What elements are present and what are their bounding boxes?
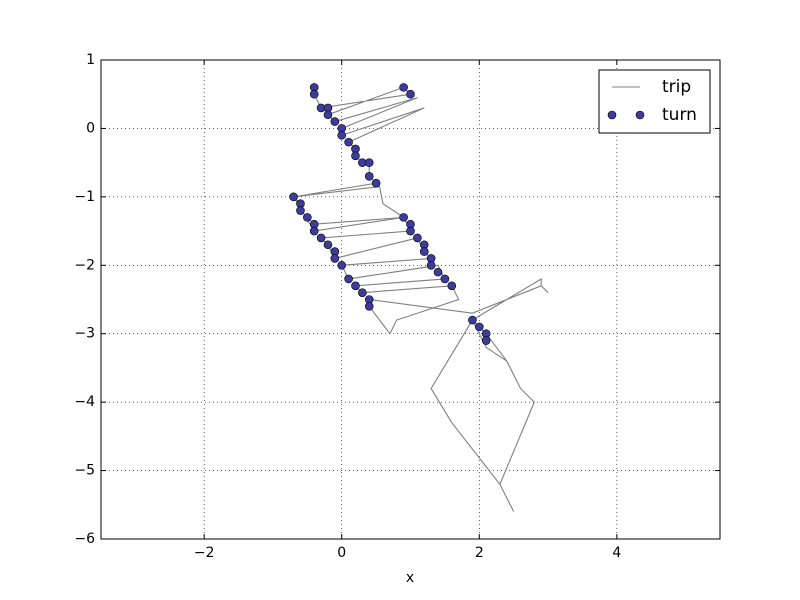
turn-marker (351, 151, 360, 161)
turn-marker (426, 260, 436, 270)
legend-marker (607, 110, 617, 120)
legend-marker (635, 110, 645, 120)
turn-marker (474, 322, 484, 332)
x-tick-label: 2 (475, 545, 484, 561)
turn-marker (316, 233, 326, 243)
turn-marker (481, 336, 491, 345)
y-tick-label: −6 (74, 531, 95, 547)
turn-marker (351, 281, 360, 291)
y-tick-label: −5 (74, 463, 95, 479)
turn-marker (344, 137, 353, 147)
turn-marker (406, 89, 415, 99)
turn-marker (433, 267, 443, 277)
turn-marker (364, 172, 374, 181)
turn-marker (309, 89, 319, 99)
y-tick-label: −4 (74, 394, 95, 410)
x-axis-label: x (406, 570, 414, 586)
plot-area (289, 83, 549, 512)
turn-marker (303, 213, 312, 222)
turn-marker (323, 240, 333, 250)
turn-marker (399, 83, 408, 92)
turn-marker (296, 206, 305, 215)
y-tick-label: 1 (86, 52, 95, 68)
turn-marker (413, 233, 422, 243)
turn-marker (309, 226, 319, 236)
turn-marker (371, 178, 381, 188)
turn-marker (364, 158, 374, 167)
axes-frame (100, 59, 721, 540)
turn-marker (440, 274, 450, 284)
legend-label: turn (662, 105, 697, 125)
ticks: −2 0 2 4 1 0 −1 −2 −3 −4 −5 −6 (74, 52, 720, 561)
turn-marker (447, 281, 457, 291)
turn-marker (330, 117, 340, 126)
turn-marker (344, 274, 353, 284)
x-tick-label: 4 (612, 545, 621, 561)
turn-marker (419, 247, 429, 256)
turn-marker (330, 254, 340, 263)
turn-marker (468, 315, 477, 325)
y-tick-label: −2 (74, 257, 95, 273)
y-tick-label: −3 (74, 326, 95, 342)
legend-box (598, 69, 711, 134)
turn-marker (289, 192, 298, 202)
x-tick-label: −2 (194, 545, 215, 561)
turn-marker (337, 260, 347, 270)
turn-marker (399, 213, 408, 222)
turn-marker (358, 288, 367, 297)
legend: trip turn (598, 69, 711, 134)
y-tick-label: −1 (74, 189, 95, 205)
x-tick-label: 0 (337, 545, 346, 561)
legend-label: trip (662, 77, 691, 97)
turn-marker (337, 130, 347, 140)
y-tick-label: 0 (86, 120, 95, 136)
turn-marker (406, 226, 415, 236)
turn-marker (323, 110, 333, 120)
turn-marker (364, 302, 374, 311)
